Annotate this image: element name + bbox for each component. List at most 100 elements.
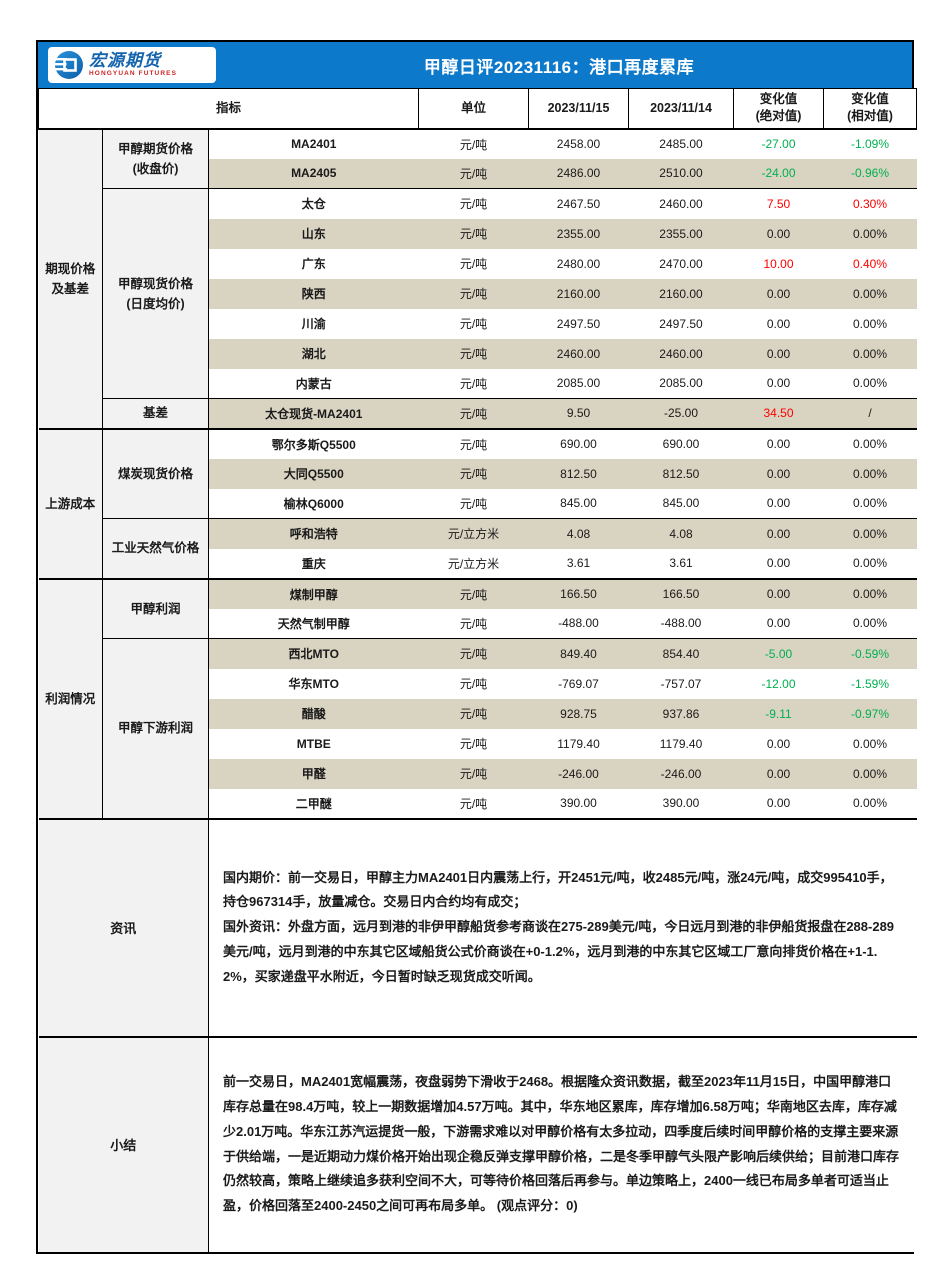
- company-logo: 宏源期货 HONGYUAN FUTURES: [48, 47, 216, 83]
- unit-value: 元/吨: [418, 428, 529, 459]
- table-row: 醋酸 元/吨 928.75 937.86 -9.11 -0.97%: [39, 698, 917, 729]
- change-rel-value: 0.00%: [823, 548, 917, 580]
- change-abs-value: -12.00: [733, 668, 824, 699]
- change-rel-value: 0.00%: [823, 758, 917, 789]
- previous-value: 854.40: [628, 638, 734, 669]
- price-table-body: 指标 单位 2023/11/15 2023/11/14 变化值 (绝对值) 变化…: [38, 88, 917, 1252]
- header-unit: 单位: [418, 88, 529, 130]
- news-text: 国内期价：前一交易日，甲醇主力MA2401日内震荡上行，开2451元/吨，收24…: [208, 818, 917, 1038]
- indicator-name: 湖北: [208, 338, 419, 369]
- current-value: 928.75: [528, 698, 629, 729]
- indicator-name: MA2401: [208, 128, 419, 159]
- header-date-current: 2023/11/15: [528, 88, 629, 130]
- previous-value: 2460.00: [628, 188, 734, 219]
- unit-value: 元/立方米: [418, 548, 529, 580]
- table-row: 上游成本 煤炭现货价格 鄂尔多斯Q5500 元/吨 690.00 690.00 0.00 0.…: [38, 428, 917, 580]
- current-value: -488.00: [528, 608, 629, 639]
- change-abs-value: 0.00: [733, 428, 824, 459]
- change-abs-value: 0.00: [733, 518, 824, 549]
- unit-value: 元/吨: [418, 728, 529, 759]
- unit-value: 元/吨: [418, 698, 529, 729]
- current-value: 166.50: [528, 578, 629, 609]
- subgroup-label: 甲醇利润: [102, 578, 209, 639]
- table-row: 川渝 元/吨 2497.50 2497.50 0.00 0.00%: [39, 308, 917, 339]
- group-label: 上游成本: [38, 428, 103, 580]
- current-value: 2467.50: [528, 188, 629, 219]
- summary-label: 小结: [38, 1036, 209, 1252]
- change-rel-value: 0.00%: [823, 608, 917, 639]
- unit-value: 元/吨: [418, 488, 529, 519]
- change-rel-value: 0.00%: [823, 338, 917, 369]
- current-value: 2480.00: [528, 248, 629, 279]
- indicator-name: 太仓: [208, 188, 419, 219]
- unit-value: 元/吨: [418, 638, 529, 669]
- change-abs-value: 0.00: [733, 368, 824, 399]
- indicator-name: 大同Q5500: [208, 458, 419, 489]
- indicator-name: MA2405: [208, 158, 419, 189]
- change-abs-value: 0.00: [733, 278, 824, 309]
- change-abs-value: -24.00: [733, 158, 824, 189]
- current-value: 2085.00: [528, 368, 629, 399]
- change-abs-value: -9.11: [733, 698, 824, 729]
- change-abs-value: 34.50: [733, 398, 824, 430]
- indicator-name: 榆林Q6000: [208, 488, 419, 519]
- hongyuan-logo-icon: [54, 50, 84, 80]
- indicator-name: MTBE: [208, 728, 419, 759]
- change-abs-value: 0.00: [733, 458, 824, 489]
- change-rel-value: 0.00%: [823, 728, 917, 759]
- news-row: 资讯 国内期价：前一交易日，甲醇主力MA2401日内震荡上行，开2451元/吨，…: [38, 818, 917, 1038]
- header-indicator: 指标: [38, 88, 419, 130]
- change-abs-value: -5.00: [733, 638, 824, 669]
- current-value: 2458.00: [528, 128, 629, 159]
- change-rel-value: -0.59%: [823, 638, 917, 669]
- unit-value: 元/吨: [418, 158, 529, 189]
- current-value: 1179.40: [528, 728, 629, 759]
- table-row: MA2405 元/吨 2486.00 2510.00 -24.00 -0.96%: [39, 158, 917, 189]
- previous-value: 690.00: [628, 428, 734, 459]
- table-row: 天然气制甲醇 元/吨 -488.00 -488.00 0.00 0.00%: [39, 608, 917, 639]
- daily-report: 宏源期货 HONGYUAN FUTURES 甲醇日评20231116：港口再度累…: [36, 40, 917, 1254]
- unit-value: 元/吨: [418, 758, 529, 789]
- indicator-name: 太仓现货-MA2401: [208, 398, 419, 430]
- indicator-name: 甲醛: [208, 758, 419, 789]
- news-label: 资讯: [38, 818, 209, 1038]
- change-rel-value: -0.97%: [823, 698, 917, 729]
- unit-value: 元/吨: [418, 338, 529, 369]
- indicator-name: 川渝: [208, 308, 419, 339]
- unit-value: 元/吨: [418, 188, 529, 219]
- unit-value: 元/吨: [418, 458, 529, 489]
- change-abs-value: 0.00: [733, 608, 824, 639]
- current-value: 2160.00: [528, 278, 629, 309]
- change-rel-value: /: [823, 398, 917, 430]
- indicator-name: 天然气制甲醇: [208, 608, 419, 639]
- unit-value: 元/吨: [418, 398, 529, 430]
- header-date-previous: 2023/11/14: [628, 88, 734, 130]
- table-row: 期现价格 及基差 甲醇期货价格 (收盘价) MA2401 元/吨 2458.00 2485…: [38, 128, 917, 430]
- table-row: 工业天然气价格 呼和浩特 元/立方米 4.08 4.08 0.00 0.00%: [39, 518, 917, 580]
- change-abs-value: 0.00: [733, 218, 824, 249]
- previous-value: 2160.00: [628, 278, 734, 309]
- change-rel-value: -1.09%: [823, 128, 917, 159]
- table-row: 内蒙古 元/吨 2085.00 2085.00 0.00 0.00%: [39, 368, 917, 399]
- indicator-name: 内蒙古: [208, 368, 419, 399]
- previous-value: 2497.50: [628, 308, 734, 339]
- table-row: 山东 元/吨 2355.00 2355.00 0.00 0.00%: [39, 218, 917, 249]
- unit-value: 元/立方米: [418, 518, 529, 549]
- current-value: 3.61: [528, 548, 629, 580]
- indicator-name: 煤制甲醇: [208, 578, 419, 609]
- group-label: 期现价格 及基差: [38, 128, 103, 430]
- previous-value: 390.00: [628, 788, 734, 820]
- summary-text: 前一交易日，MA2401宽幅震荡，夜盘弱势下滑收于2468。根据隆众资讯数据，截…: [208, 1036, 917, 1252]
- change-rel-value: -0.96%: [823, 158, 917, 189]
- current-value: 390.00: [528, 788, 629, 820]
- change-rel-value: 0.00%: [823, 368, 917, 399]
- header-change-abs: 变化值 (绝对值): [733, 88, 824, 130]
- logo-name-en: HONGYUAN FUTURES: [89, 70, 178, 78]
- current-value: -769.07: [528, 668, 629, 699]
- indicator-name: 鄂尔多斯Q5500: [208, 428, 419, 459]
- indicator-name: 醋酸: [208, 698, 419, 729]
- change-abs-value: 0.00: [733, 308, 824, 339]
- table-row: 大同Q5500 元/吨 812.50 812.50 0.00 0.00%: [39, 458, 917, 489]
- previous-value: 812.50: [628, 458, 734, 489]
- group-label: 利润情况: [38, 578, 103, 820]
